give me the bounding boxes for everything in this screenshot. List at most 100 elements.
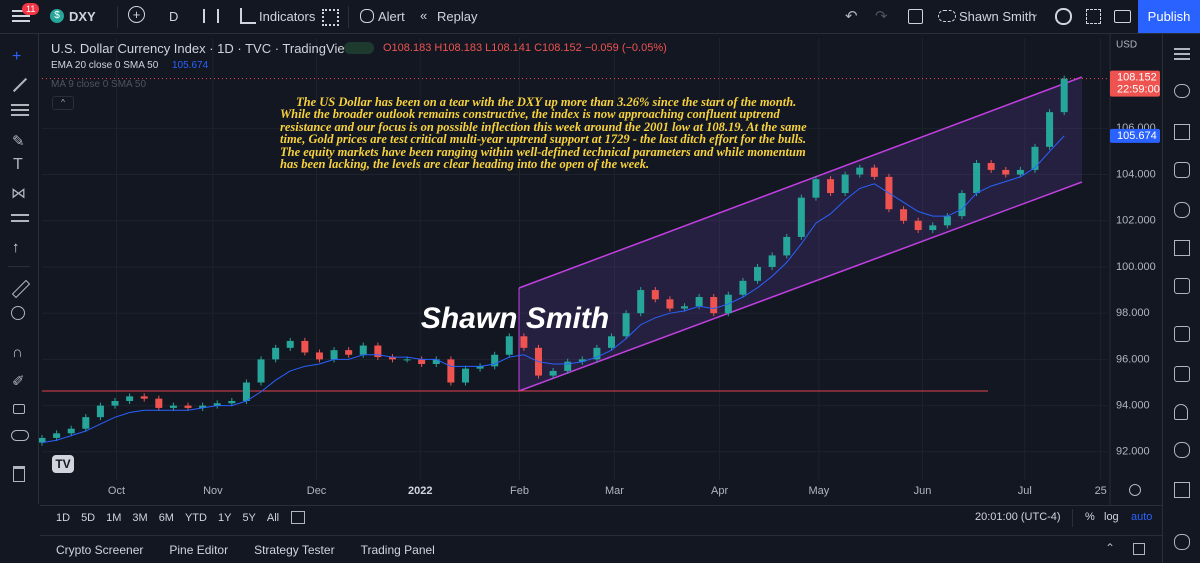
- user-layout[interactable]: Shawn Smith: [959, 9, 1036, 24]
- prediction-tool[interactable]: [11, 214, 29, 216]
- alert-button[interactable]: Alert: [378, 9, 405, 24]
- log-toggle[interactable]: log: [1104, 511, 1119, 523]
- percent-toggle[interactable]: %: [1085, 511, 1095, 523]
- badge: 11: [22, 3, 40, 15]
- fullscreen-square[interactable]: [908, 9, 923, 24]
- snapshot-icon[interactable]: [1114, 10, 1131, 23]
- compare-icon[interactable]: +: [128, 6, 145, 23]
- alerts-icon[interactable]: [1174, 84, 1190, 98]
- candle: [388, 357, 396, 360]
- calendar-icon[interactable]: [1174, 202, 1190, 218]
- news-icon[interactable]: [1174, 124, 1190, 140]
- separator: [8, 266, 30, 267]
- magnet-tool[interactable]: ∩: [12, 344, 23, 361]
- range-button[interactable]: 5D: [81, 512, 96, 524]
- help-icon[interactable]: [1174, 482, 1190, 498]
- replay-button[interactable]: Replay: [437, 9, 478, 24]
- trend-line-tool[interactable]: [12, 77, 28, 93]
- dropdown-arrow[interactable]: ⌄: [1030, 8, 1040, 20]
- legend-ma: MA 9 close 0 SMA 50: [51, 79, 147, 90]
- axis-settings[interactable]: [1129, 484, 1141, 496]
- chart-type-icon[interactable]: [203, 9, 219, 23]
- hotlists-icon[interactable]: [1174, 404, 1188, 420]
- indicators-icon: [240, 8, 256, 24]
- candle: [286, 340, 294, 348]
- range-button[interactable]: 1D: [56, 512, 71, 524]
- chats-icon[interactable]: [1174, 326, 1190, 342]
- x-tick-label: Nov: [203, 485, 223, 497]
- ruler-tool[interactable]: [11, 279, 31, 299]
- menu-icon[interactable]: [12, 10, 30, 12]
- range-button[interactable]: 5Y: [242, 512, 256, 524]
- clock: 20:01:00 (UTC-4): [975, 511, 1061, 523]
- interval[interactable]: D: [169, 9, 179, 24]
- publish-button[interactable]: Publish: [1138, 0, 1200, 33]
- candle: [199, 405, 207, 408]
- range-bar: 1D 5D 1M 3M 6M YTD 1Y 5Y All 20:01:00 (UTC-4) % …: [40, 505, 1162, 530]
- candle: [82, 417, 90, 429]
- pattern-tool[interactable]: ⋈: [11, 185, 26, 202]
- redo[interactable]: ↷: [875, 8, 888, 25]
- panel-tab[interactable]: Trading Panel: [360, 543, 435, 557]
- range-button[interactable]: YTD: [184, 512, 207, 524]
- collapse-panel[interactable]: ⌃: [1105, 541, 1116, 555]
- shapes-tool[interactable]: ↑: [12, 239, 20, 256]
- currency: USD: [1116, 40, 1137, 51]
- symbol[interactable]: DXY: [69, 9, 96, 24]
- candle: [593, 347, 601, 360]
- candle: [608, 336, 616, 348]
- support-icon[interactable]: [1174, 534, 1190, 550]
- candle: [403, 359, 411, 361]
- fib-tool[interactable]: [11, 104, 29, 106]
- settings-icon[interactable]: [1055, 8, 1072, 25]
- range-button[interactable]: 1Y: [217, 512, 232, 524]
- range-button[interactable]: 1M: [106, 512, 122, 524]
- panel-tab[interactable]: Pine Editor: [169, 543, 229, 557]
- maximize-panel[interactable]: [1133, 543, 1145, 555]
- draw-mode-tool[interactable]: ✐: [12, 373, 25, 390]
- top-toolbar: 11 $ DXY + D Indicators Alert « Replay ↶…: [0, 0, 1200, 34]
- date-range-icon[interactable]: [291, 511, 305, 524]
- y-tick-label: 98.000: [1116, 307, 1150, 319]
- data-window-icon[interactable]: [1174, 162, 1190, 178]
- candle: [754, 266, 762, 281]
- delete-tool[interactable]: [13, 466, 25, 482]
- auto-toggle[interactable]: auto: [1131, 511, 1153, 523]
- candle: [783, 236, 791, 256]
- notifications-icon[interactable]: [1174, 442, 1190, 458]
- legend-collapse[interactable]: ^: [52, 96, 74, 110]
- candle: [432, 359, 440, 365]
- candle: [67, 428, 75, 434]
- lock-tool[interactable]: [13, 404, 25, 414]
- watchlist-icon[interactable]: [1174, 48, 1190, 50]
- panel-tab[interactable]: Crypto Screener: [56, 543, 144, 557]
- cloud-icon: [938, 10, 956, 22]
- ideas-icon[interactable]: [1174, 240, 1190, 256]
- visibility-tool[interactable]: [11, 430, 29, 441]
- bottom-panel: Crypto Screener Pine Editor Strategy Teste…: [40, 535, 1162, 563]
- range-button[interactable]: All: [266, 512, 280, 524]
- candle: [461, 368, 469, 383]
- range-button[interactable]: 3M: [132, 512, 148, 524]
- messages-icon[interactable]: [1174, 366, 1190, 382]
- channel-top: [518, 76, 1083, 289]
- candle: [827, 179, 835, 194]
- crosshair-tool[interactable]: +: [12, 48, 22, 65]
- streams-icon[interactable]: [1174, 278, 1190, 294]
- candle: [1002, 169, 1010, 175]
- range-button[interactable]: 6M: [158, 512, 174, 524]
- indicators-button[interactable]: Indicators: [259, 9, 316, 24]
- candle: [797, 197, 805, 237]
- text-tool[interactable]: T: [13, 156, 23, 173]
- symbol-icon: $: [50, 9, 64, 23]
- panel-tab[interactable]: Strategy Tester: [254, 543, 335, 557]
- zoom-tool[interactable]: [11, 306, 25, 320]
- tv-logo[interactable]: TV: [52, 455, 74, 473]
- candle: [505, 336, 513, 355]
- undo[interactable]: ↶: [845, 8, 858, 25]
- layouts-icon[interactable]: [322, 9, 339, 26]
- brush-tool[interactable]: ✎: [12, 133, 25, 150]
- fullscreen-icon[interactable]: [1086, 9, 1101, 24]
- candle: [564, 361, 572, 371]
